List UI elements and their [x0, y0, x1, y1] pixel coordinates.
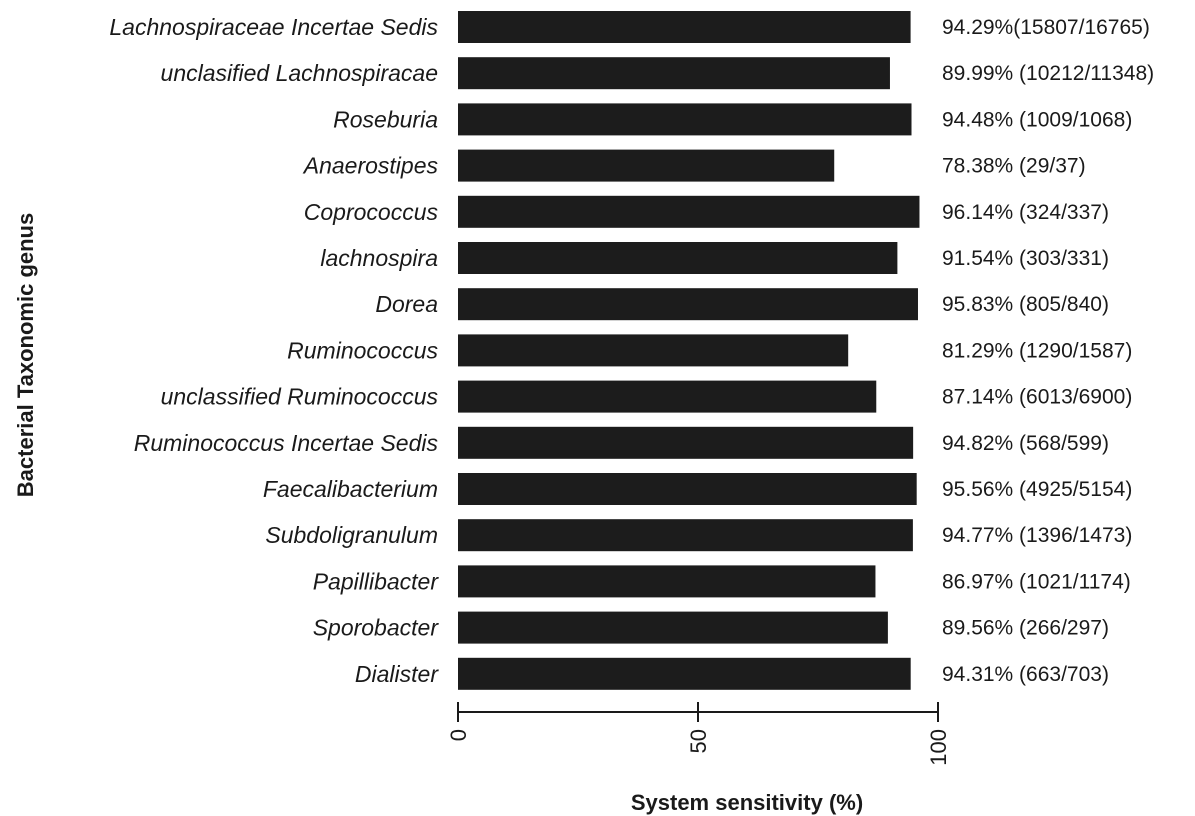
- bar: [458, 149, 835, 182]
- bar: [458, 288, 918, 321]
- bar: [458, 473, 917, 505]
- bar: [458, 426, 914, 459]
- category-label: Dialister: [355, 661, 439, 687]
- bar: [458, 242, 898, 274]
- category-label: Ruminococcus Incertae Sedis: [134, 430, 439, 456]
- bar: [458, 103, 912, 136]
- x-tick-label: 50: [686, 729, 711, 753]
- x-axis-title: System sensitivity (%): [631, 790, 863, 815]
- data-label: 95.56% (4925/5154): [942, 478, 1132, 501]
- category-label: Dorea: [375, 291, 438, 317]
- bars-layer: [458, 11, 920, 690]
- bar: [458, 195, 920, 228]
- data-label: 89.99% (10212/11348): [942, 62, 1154, 85]
- data-label: 94.29%(15807/16765): [942, 16, 1150, 39]
- data-label: 94.82% (568/599): [942, 432, 1109, 455]
- bar: [458, 11, 911, 43]
- category-label: lachnospira: [320, 245, 438, 271]
- data-label: 91.54% (303/331): [942, 247, 1109, 270]
- x-axis: 0 50 100: [446, 702, 951, 766]
- data-label: 89.56% (266/297): [942, 617, 1109, 640]
- category-label: Lachnospiraceae Incertae Sedis: [109, 14, 438, 40]
- category-label: Subdoligranulum: [265, 522, 438, 548]
- data-label: 94.48% (1009/1068): [942, 108, 1132, 131]
- bar: [458, 657, 911, 690]
- x-tick-label: 0: [446, 729, 471, 741]
- x-tick-label: 100: [926, 729, 951, 766]
- category-labels: Lachnospiraceae Incertae Sedis unclasifie…: [109, 14, 439, 687]
- data-label: 81.29% (1290/1587): [942, 339, 1132, 362]
- data-label: 94.31% (663/703): [942, 663, 1109, 686]
- bar: [458, 611, 888, 644]
- category-label: Anaerostipes: [302, 153, 439, 179]
- y-axis-title: Bacterial Taxonomic genus: [13, 213, 38, 497]
- bar: [458, 519, 913, 552]
- category-label: unclassified Ruminococcus: [161, 384, 439, 410]
- category-label: unclasified Lachnospiracae: [161, 60, 438, 86]
- category-label: Sporobacter: [313, 615, 440, 641]
- data-label: 96.14% (324/337): [942, 201, 1109, 224]
- category-label: Roseburia: [333, 106, 438, 132]
- bar: [458, 334, 849, 367]
- category-label: Ruminococcus: [287, 337, 438, 363]
- category-label: Papillibacter: [313, 568, 440, 594]
- bar: [458, 565, 876, 598]
- category-label: Faecalibacterium: [263, 476, 438, 502]
- category-label: Coprococcus: [304, 199, 439, 225]
- data-label: 95.83% (805/840): [942, 293, 1109, 316]
- bar: [458, 380, 877, 413]
- data-label: 86.97% (1021/1174): [942, 570, 1131, 593]
- data-labels: 94.29%(15807/16765) 89.99% (10212/11348) 9…: [942, 16, 1154, 686]
- bar: [458, 57, 890, 90]
- data-label: 87.14% (6013/6900): [942, 386, 1132, 409]
- data-label: 78.38% (29/37): [942, 155, 1086, 178]
- data-label: 94.77% (1396/1473): [942, 524, 1132, 547]
